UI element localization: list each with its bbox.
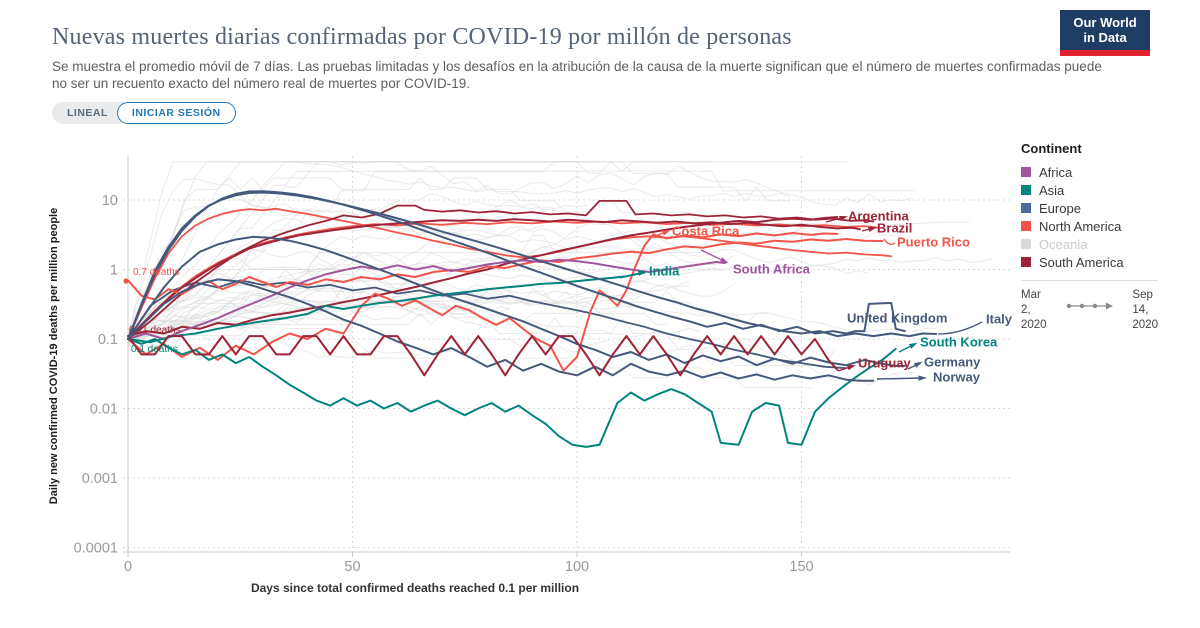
background-country-lines [127,161,993,389]
country-label-united-kingdom[interactable]: United Kingdom [847,311,947,326]
series-line-south-korea[interactable] [127,338,897,448]
series-line-costa-rica[interactable] [127,232,839,372]
series-line-norway[interactable] [127,278,875,382]
legend-item-europe[interactable]: Europe [1021,199,1171,217]
legend-item-africa[interactable]: Africa [1021,163,1171,181]
scale-toggle: LINEAL INICIAR SESIÓN [52,101,1200,125]
timeline-start-date[interactable]: Mar 2, 2020 [1021,289,1047,331]
country-label-norway[interactable]: Norway [933,370,981,385]
series-line-south-america-a[interactable] [127,199,875,340]
legend-label: Oceania [1039,236,1088,252]
x-tick-label: 0 [124,559,132,575]
timeline-slider-icon[interactable] [1065,301,1115,311]
series-line-italy[interactable] [127,191,938,340]
x-tick-label: 150 [789,559,813,575]
legend-swatch [1021,185,1031,195]
y-tick-label: 10 [102,193,118,209]
continent-legend: Continent Africa Asia Europe North America O… [1021,141,1171,333]
y-tick-label: 0.1 [98,332,118,348]
page-title: Nuevas muertes diarias confirmadas por C… [52,24,792,50]
country-label-india[interactable]: India [649,264,680,279]
legend-item-north-america[interactable]: North America [1021,217,1171,235]
y-tick-label: 1 [110,263,118,279]
label-callouts [619,215,983,381]
country-label-brazil[interactable]: Brazil [877,221,912,236]
y-tick-label: 0.01 [90,402,118,418]
legend-label: Africa [1039,164,1073,180]
legend-divider [1021,280,1158,281]
annotation-0-7-deaths: 0.7 deaths [133,267,180,278]
y-tick-label: 0.0001 [74,541,118,557]
legend-item-south-america[interactable]: South America [1021,253,1171,271]
x-tick-label: 100 [565,559,589,575]
legend-swatch [1021,167,1031,177]
country-label-puerto-rico[interactable]: Puerto Rico [897,235,970,250]
x-tick-label: 50 [344,559,360,575]
country-label-south-korea[interactable]: South Korea [920,335,998,350]
timeline-control[interactable]: Mar 2, 2020 Sep 14, 2020 [1021,288,1158,333]
series-line-south-africa[interactable] [127,258,727,340]
legend-label: Europe [1039,200,1081,216]
country-series-lines [127,190,938,448]
timeline-end-date[interactable]: Sep 14, 2020 [1132,289,1158,331]
log-scale-button[interactable]: INICIAR SESIÓN [116,101,236,125]
legend-items: Africa Asia Europe North America Oceania Sout… [1021,163,1171,271]
legend-item-asia[interactable]: Asia [1021,181,1171,199]
country-label-argentina[interactable]: Argentina [848,209,909,224]
series-line-india[interactable] [127,271,646,344]
country-label-uruguay[interactable]: Uruguay [858,356,912,371]
legend-swatch [1021,203,1031,213]
owid-logo-line2: in Data [1083,30,1127,46]
series-line-puerto-rico[interactable] [127,238,884,301]
owid-logo[interactable]: Our World in Data [1060,10,1150,56]
legend-title: Continent [1021,141,1082,156]
country-label-italy[interactable]: Italy [986,312,1013,327]
annotation-0-11-deaths: 0.11 deaths [129,325,181,336]
axis-tick-labels: 10 1 0.1 0.01 0.001 0.0001 0 50 100 150 [74,193,814,575]
country-label-costa-rica[interactable]: Costa Rica [672,224,740,239]
chart-header: Nuevas muertes diarias confirmadas por C… [0,0,1200,125]
legend-item-oceania[interactable]: Oceania [1021,235,1171,253]
legend-swatch [1021,239,1031,249]
start-value-annotations: 0.7 deaths 0.11 deaths 0.1 deaths [123,267,181,355]
linear-scale-button[interactable]: LINEAL [52,101,131,125]
series-line-argentina[interactable] [127,216,839,338]
legend-swatch [1021,221,1031,231]
legend-label: Asia [1039,182,1065,198]
series-line-brazil[interactable] [127,218,861,340]
owid-logo-line1: Our World [1073,15,1137,30]
legend-label: South America [1039,254,1124,270]
owid-logo-bar [1060,49,1150,56]
country-label-south-africa[interactable]: South Africa [733,262,811,277]
series-line-germany[interactable] [127,235,906,367]
legend-label: North America [1039,218,1122,234]
x-axis-title: Days since total confirmed deaths reache… [251,581,579,595]
y-axis-title: Daily new confirmed COVID-19 deaths per … [48,208,60,504]
series-line-uruguay[interactable] [127,335,839,377]
y-tick-label: 0.001 [82,471,118,487]
annotation-0-1-deaths: 0.1 deaths [131,344,178,355]
country-label-germany[interactable]: Germany [924,355,981,370]
legend-swatch [1021,257,1031,267]
chart-subtitle: Se muestra el promedio móvil de 7 días. … [52,59,1102,92]
